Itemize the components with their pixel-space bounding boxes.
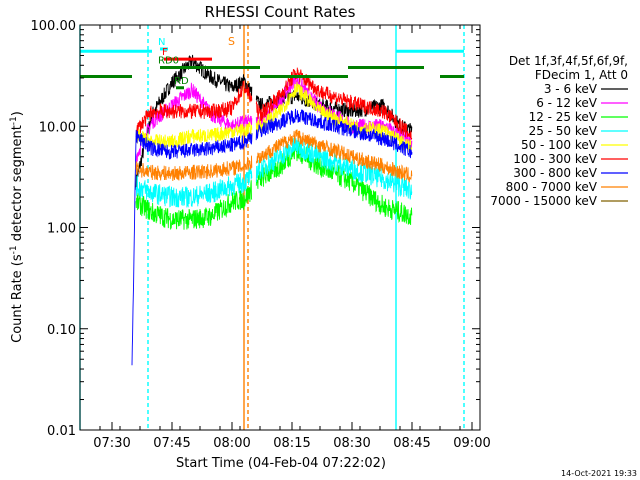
series-line-6 [135, 67, 413, 140]
chart-title: RHESSI Count Rates [205, 3, 356, 21]
y-tick-label: 0.10 [47, 323, 76, 338]
axes: 0.01 0.10 1.00 10.00 100.00 07:30 07:45 08:00 08… [31, 19, 491, 451]
y-tick-label: 10.00 [39, 120, 76, 135]
y-axis-label: Count Rate (s-1 detector segment-1) [9, 111, 25, 343]
x-tick-label: 07:45 [153, 436, 190, 451]
legend-entry-label: 7000 - 15000 keV [490, 194, 597, 208]
legend-entry-label: 300 - 800 keV [513, 166, 597, 180]
flag-label: RD [174, 76, 189, 87]
x-tick-label: 08:30 [333, 436, 370, 451]
legend-header-line-1: Det 1f,3f,4f,5f,6f,9f, [509, 54, 628, 68]
legend-entry-label: 50 - 100 keV [521, 138, 598, 152]
y-axis-label-sup2: -1 [9, 116, 19, 125]
legend-entry-label: 25 - 50 keV [529, 124, 598, 138]
y-axis-label-main: Count Rate (s [10, 254, 25, 343]
y-axis-label-tail: detector segment [10, 125, 25, 245]
y-axis-label-close: ) [10, 111, 25, 116]
y-tick-label: 0.01 [47, 424, 76, 439]
series-layer [131, 54, 413, 366]
y-axis-label-sup: -1 [9, 245, 19, 254]
s-marker-label: S [228, 35, 235, 48]
series-line-7 [131, 108, 413, 366]
x-tick-label: 09:00 [453, 436, 490, 451]
legend: Det 1f,3f,4f,5f,6f,9f, FDecim 1, Att 0 3… [490, 54, 628, 208]
x-tick-label: 08:00 [213, 436, 250, 451]
legend-entry-label: 3 - 6 keV [544, 82, 598, 96]
legend-entry-label: 12 - 25 keV [529, 110, 598, 124]
legend-header-line-2: FDecim 1, Att 0 [535, 68, 628, 82]
legend-entry-label: 800 - 7000 keV [506, 180, 598, 194]
x-axis-label: Start Time (04-Feb-04 07:22:02) [176, 456, 386, 471]
x-tick-label: 08:45 [393, 436, 430, 451]
flag-label: N [158, 37, 165, 48]
y-tick-label: 100.00 [31, 19, 77, 34]
y-tick-label: 1.00 [47, 222, 76, 237]
x-tick-label: 08:15 [273, 436, 310, 451]
series-line-8 [135, 129, 413, 183]
legend-entry-label: 6 - 12 keV [536, 96, 598, 110]
footer-timestamp: 14-Oct-2021 19:33 [561, 469, 637, 478]
x-tick-label: 07:30 [93, 436, 130, 451]
flag-label: F [162, 47, 168, 58]
flag-label: RD0 [158, 56, 179, 67]
series-line-4 [135, 135, 413, 208]
legend-entry-label: 100 - 300 keV [513, 152, 597, 166]
